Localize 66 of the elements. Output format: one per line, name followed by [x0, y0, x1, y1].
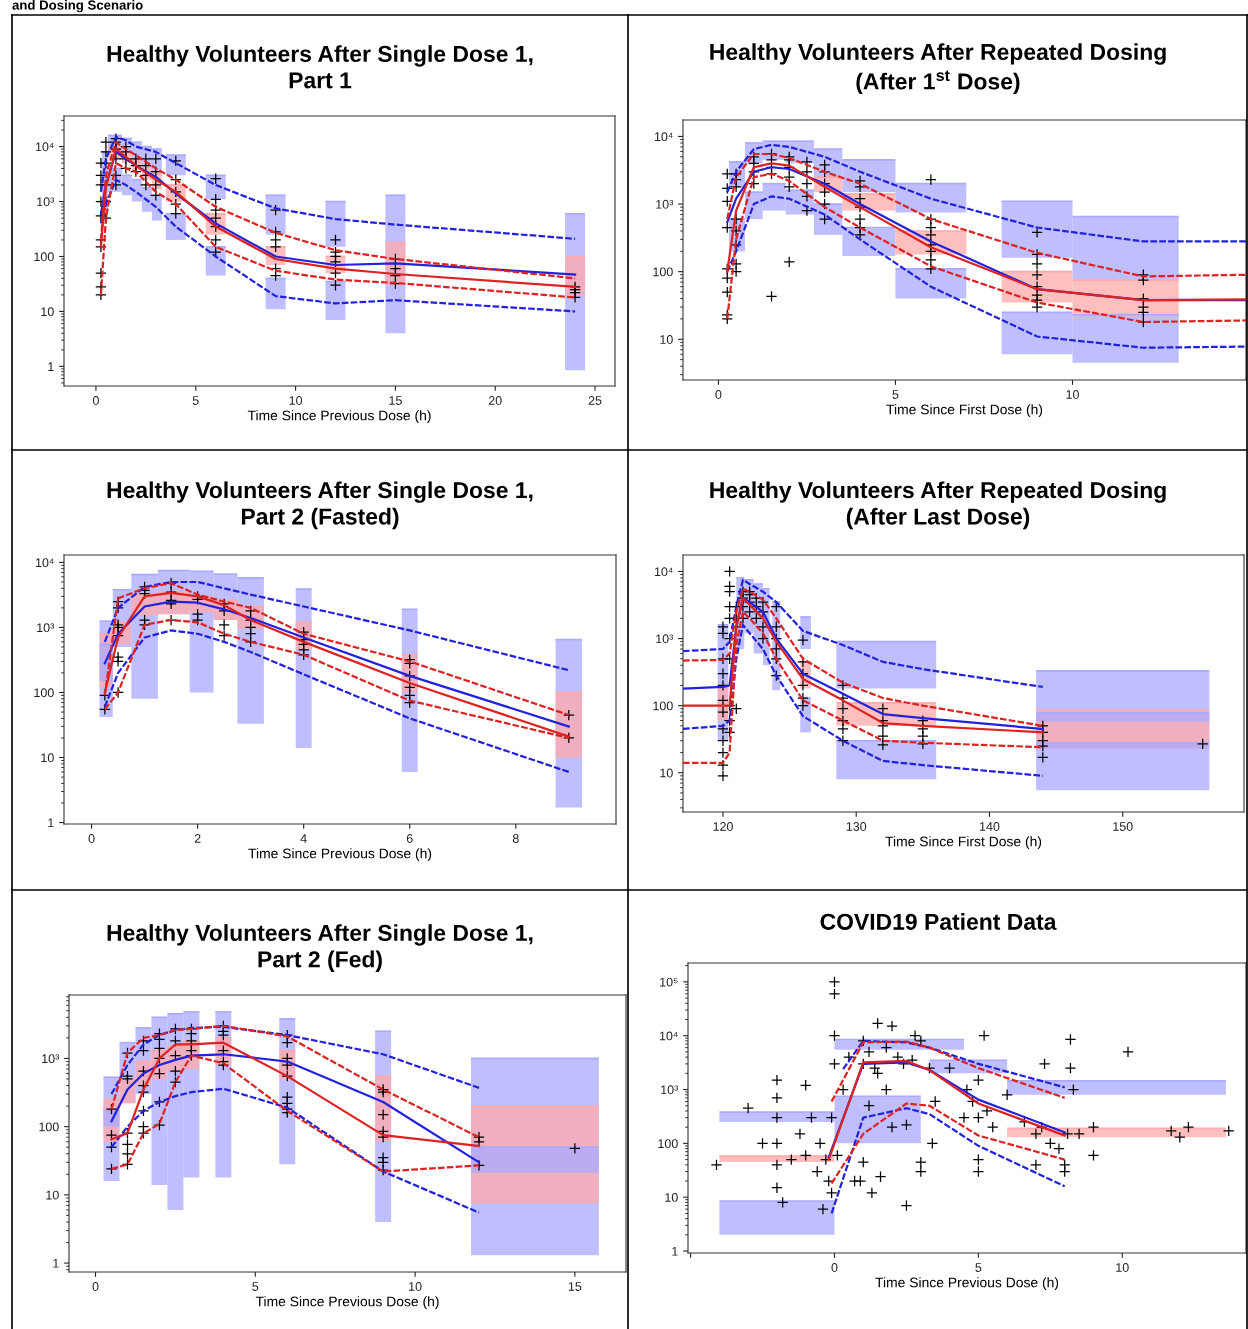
x-tick-label: 150 [1113, 822, 1133, 831]
x-axis-title: Time Since Previous Dose (h) [255, 1296, 439, 1310]
y-tick-label: 10 [660, 335, 673, 344]
x-tick-label: 5 [252, 1282, 259, 1291]
x-axis-title: Time Since Previous Dose (h) [875, 1277, 1059, 1291]
x-tick-label: 140 [980, 822, 1000, 831]
x-tick-label: 5 [892, 390, 899, 399]
y-tick-label: 10³ [42, 1054, 60, 1064]
x-tick-label: 10 [409, 1282, 422, 1291]
x-tick-label: 10 [1066, 390, 1079, 399]
y-tick-label: 10³ [656, 634, 674, 644]
y-tick-label: 100 [653, 701, 673, 711]
y-tick-label: 10 [41, 753, 54, 763]
x-tick-label: 4 [300, 834, 307, 843]
y-tick-label: 100 [34, 688, 54, 698]
x-tick-label: 10 [289, 396, 303, 405]
y-tick-label: 10 [41, 307, 54, 317]
y-tick-label: 10⁴ [654, 567, 673, 577]
y-tick-label: 10 [660, 768, 673, 778]
x-tick-label: 8 [512, 834, 519, 843]
chart-title: Healthy Volunteers After Single Dose 1, Part 2 (Fasted) [107, 481, 533, 530]
y-tick-label: 10⁴ [654, 132, 673, 142]
x-tick-label: 5 [975, 1263, 982, 1272]
x-tick-label: 15 [568, 1282, 582, 1291]
y-tick-label: 100 [34, 252, 54, 262]
x-tick-label: 0 [831, 1263, 838, 1272]
x-tick-label: 6 [406, 834, 413, 843]
y-tick-label: 1 [48, 818, 54, 828]
x-axis-title: Time Since First Dose (h) [886, 404, 1043, 418]
x-tick-label: 0 [715, 390, 722, 399]
y-tick-label: 100 [658, 1139, 678, 1149]
y-tick-label: 10⁴ [659, 1031, 678, 1041]
x-tick-label: 120 [713, 822, 733, 831]
chart-title: Healthy Volunteers After Single Dose 1, Part 1 [107, 45, 533, 89]
x-tick-label: 20 [488, 396, 502, 405]
y-tick-label: 10³ [37, 623, 55, 633]
x-tick-label: 10 [1116, 1263, 1129, 1272]
y-tick-label: 10³ [656, 199, 674, 209]
x-tick-label: 130 [846, 822, 867, 831]
x-axis-title: Time Since Previous Dose (h) [247, 410, 431, 424]
x-tick-label: 2 [194, 834, 201, 843]
chart-title: Healthy Volunteers After Repeated Dosing (After Last Dose) [710, 481, 1166, 530]
chart-title: Healthy Volunteers After Single Dose 1, Part 2 (Fed) [107, 924, 533, 972]
y-tick-label: 1 [53, 1259, 59, 1268]
y-tick-label: 10³ [37, 197, 55, 207]
y-tick-label: 10⁴ [35, 142, 54, 152]
x-tick-label: 0 [88, 834, 95, 843]
y-tick-label: 1 [672, 1246, 678, 1256]
y-tick-label: 10⁵ [660, 977, 678, 987]
y-tick-label: 10⁴ [35, 558, 54, 568]
x-axis-title: Time Since First Dose (h) [885, 836, 1042, 850]
x-axis-title: Time Since Previous Dose (h) [248, 848, 432, 862]
x-tick-label: 0 [92, 1282, 99, 1291]
y-tick-label: 1 [48, 362, 54, 371]
x-tick-label: 5 [192, 396, 199, 405]
x-tick-label: 25 [588, 396, 602, 405]
y-tick-label: 10 [665, 1193, 678, 1202]
y-tick-label: 10³ [661, 1085, 679, 1095]
text: and Dosing Scenario [12, 0, 143, 13]
y-tick-label: 100 [39, 1122, 59, 1132]
x-tick-label: 15 [389, 396, 402, 405]
y-tick-label: 10 [46, 1190, 59, 1200]
x-tick-label: 0 [92, 396, 99, 405]
chart-title: COVID19 Patient Data [820, 913, 1057, 930]
y-tick-label: 100 [653, 267, 673, 277]
chart-title: Healthy Volunteers After Repeated Dosing (After 1$^{st}$ Dose) [710, 43, 1166, 95]
